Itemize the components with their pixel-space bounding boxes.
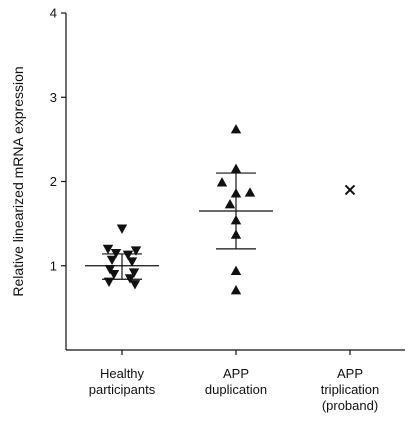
x-category-label: (proband) — [322, 398, 378, 413]
x-category-label: APP — [223, 366, 249, 381]
data-point-healthy — [126, 257, 138, 267]
data-point-duplication — [224, 199, 236, 209]
x-category-label: duplication — [205, 382, 267, 397]
data-point-healthy — [130, 246, 142, 256]
data-point-duplication — [230, 265, 242, 275]
data-point-healthy — [129, 280, 141, 290]
axes — [61, 12, 405, 355]
data-point-healthy — [122, 250, 134, 260]
data-markers — [102, 124, 356, 295]
data-point-duplication — [244, 187, 256, 197]
data-point-healthy — [128, 268, 140, 278]
data-point-triplication — [344, 184, 356, 196]
y-tick-label: 2 — [50, 174, 57, 189]
x-category-label: participants — [89, 382, 156, 397]
data-point-healthy — [103, 277, 115, 287]
data-point-healthy — [116, 224, 128, 234]
data-point-duplication — [230, 124, 242, 134]
x-category-label: triplication — [321, 382, 380, 397]
data-point-healthy — [102, 244, 114, 255]
x-category-label: APP — [337, 366, 363, 381]
mean-sd-bars — [85, 172, 273, 280]
data-point-healthy — [104, 264, 116, 275]
y-tick-label: 4 — [50, 6, 57, 21]
x-marker-stroke — [344, 184, 356, 196]
data-point-duplication — [230, 284, 242, 295]
y-axis-title: Relative linearized mRNA expression — [10, 66, 26, 296]
axis-labels: 1234HealthyparticipantsAPPduplicationAPP… — [50, 6, 380, 414]
data-point-healthy — [106, 255, 118, 266]
data-point-healthy — [108, 270, 120, 280]
x-category-label: Healthy — [100, 366, 145, 381]
data-point-duplication — [230, 163, 242, 174]
y-tick-label: 1 — [50, 258, 57, 273]
y-tick-label: 3 — [50, 90, 57, 105]
data-point-duplication — [216, 177, 228, 187]
